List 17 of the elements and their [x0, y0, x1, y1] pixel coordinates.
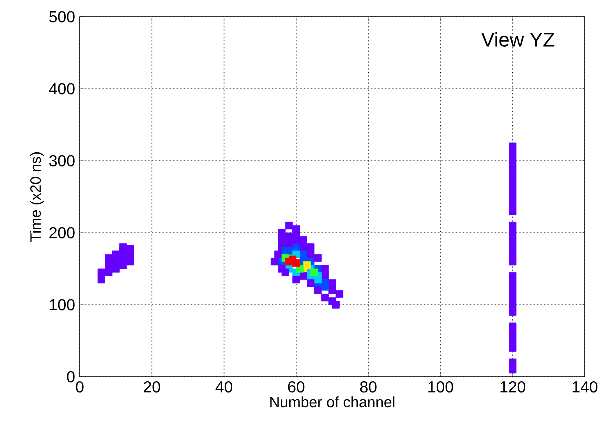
x-axis-title: Number of channel	[270, 396, 395, 408]
y-tick-label: 400	[49, 83, 75, 95]
x-tick-label: 0	[76, 382, 84, 393]
x-tick-label: 60	[288, 382, 305, 393]
y-tick-label: 0	[67, 371, 75, 383]
x-tick-label: 40	[216, 382, 233, 393]
x-tick-label: 100	[428, 382, 454, 393]
y-tick-label: 200	[50, 227, 75, 239]
x-tick-label: 20	[144, 382, 160, 393]
y-tick-label: 300	[49, 155, 75, 167]
x-tick-label: 120	[500, 382, 526, 393]
annotation: View YZ	[482, 32, 555, 47]
y-axis-title: Time (x20 ns)	[30, 152, 44, 242]
y-tick-label: 500	[50, 11, 75, 23]
x-tick-label: 140	[572, 382, 598, 393]
x-tick-label: 80	[360, 382, 377, 393]
y-tick-label: 100	[50, 299, 75, 311]
